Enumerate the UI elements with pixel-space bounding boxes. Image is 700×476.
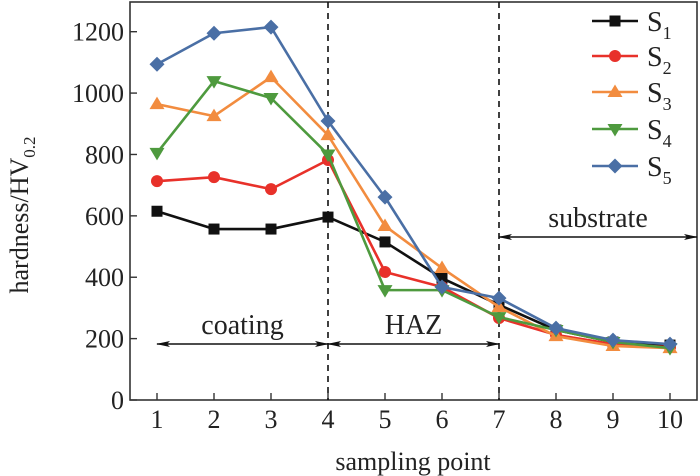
data-point-s4-x2 [206,76,222,89]
legend-label-sub: 5 [663,168,672,188]
legend-label-sub: 3 [663,94,672,114]
x-tick-label: 2 [208,405,221,434]
data-point-s5-x9 [605,332,621,348]
x-tick-label: 7 [493,405,506,434]
data-point-s5-x2 [206,25,222,41]
series-line-s4 [155,79,671,350]
legend-label-main: S [647,152,663,183]
axes: 0 200 400 600 800 1000 1200 1 2 3 4 5 6 7 8 9 10 [72,1,698,434]
legend-label-main: S [647,7,663,38]
legend-swatch-marker [607,84,623,97]
y-tick-label: 1200 [72,18,124,47]
data-point-s5-x4 [320,113,336,129]
data-point-s4-x5 [377,285,393,298]
y-axis-label: hardness/HV0.2 [5,136,39,293]
data-point-s1-x4 [322,211,334,223]
data-point-s3-x5 [377,218,393,231]
data-point-s5-x10 [662,336,678,352]
x-tick-label: 3 [265,405,278,434]
data-point-s5-x1 [149,56,165,72]
data-point-s3-x7 [491,299,507,313]
y-tick-label: 0 [111,386,124,415]
data-point-s1-x1 [151,205,163,217]
legend-item-s2: S2 [592,42,672,78]
legend-label: S4 [647,115,672,151]
data-point-s3-x1 [149,96,165,110]
region-annotations: coating HAZ substrate [156,203,698,347]
y-tick-label: 1000 [72,79,124,108]
data-point-s5-x5 [377,189,393,205]
data-point-s4-x3 [263,92,279,106]
y-tick-label: 800 [85,140,124,169]
legend-label: S5 [647,152,672,188]
data-point-s3-x2 [206,108,222,122]
x-axis-label: sampling point [335,447,491,476]
data-point-s5-x6 [434,279,450,295]
plot-frame [129,1,698,401]
data-point-s2-x5 [379,266,391,279]
data-point-s4-x1 [149,147,165,161]
region-label-substrate: substrate [548,203,648,234]
data-point-s1-x5 [379,236,391,248]
legend-item-s3: S3 [592,78,672,114]
data-point-s2-x2 [208,171,220,184]
x-tick-label: 6 [436,405,449,434]
series-group [149,19,678,356]
y-axis-label-sub: 0.2 [20,136,39,157]
region-label-coating: coating [201,310,283,341]
series-s5 [149,19,678,352]
x-tick-label: 1 [151,405,164,434]
x-tick-label: 5 [379,405,392,434]
data-point-s1-x6 [436,272,448,284]
region-boundaries [327,2,500,400]
data-point-s4-x4 [320,149,336,162]
legend-label-main: S [647,115,663,146]
series-line-s5 [156,25,671,346]
legend-swatch-marker [607,124,623,137]
legend-item-s5: S5 [592,152,672,188]
data-point-s3-x3 [263,69,279,83]
legend-label-main: S [647,42,663,73]
legend-swatch-marker [607,158,623,174]
y-tick-label: 600 [85,202,124,231]
legend-label: S2 [647,42,672,78]
x-tick-label: 8 [550,405,563,434]
data-point-s4-x7 [491,312,507,325]
legend-swatch-marker [609,50,621,62]
data-point-s3-x6 [434,260,450,274]
legend-item-s1: S1 [592,7,672,43]
y-tick-label: 400 [85,263,124,292]
legend-swatch-marker [609,15,621,27]
legend-label-sub: 4 [663,131,672,151]
legend-label-main: S [647,78,663,109]
x-tick-label: 10 [657,405,683,434]
data-point-s1-x3 [265,223,277,235]
legend-label-sub: 1 [663,23,672,43]
series-line-s2 [156,158,671,349]
data-point-s5-x7 [491,290,507,306]
x-tick-label: 9 [607,405,620,434]
data-point-s5-x3 [263,19,279,35]
region-label-haz: HAZ [385,310,443,341]
legend-item-s4: S4 [592,115,672,151]
series-line-s3 [156,75,671,350]
data-point-s5-x8 [548,320,564,336]
data-point-s2-x3 [265,183,277,196]
legend-label-sub: 2 [663,58,672,78]
y-tick-label: 200 [85,325,124,354]
x-tick-label: 4 [322,405,335,434]
y-axis-label-main: hardness/HV [5,158,34,294]
legend-label: S1 [647,7,672,43]
data-point-s3-x4 [320,127,336,141]
data-point-s1-x2 [208,223,220,235]
legend-label: S3 [647,78,672,114]
data-point-s2-x1 [151,175,163,188]
